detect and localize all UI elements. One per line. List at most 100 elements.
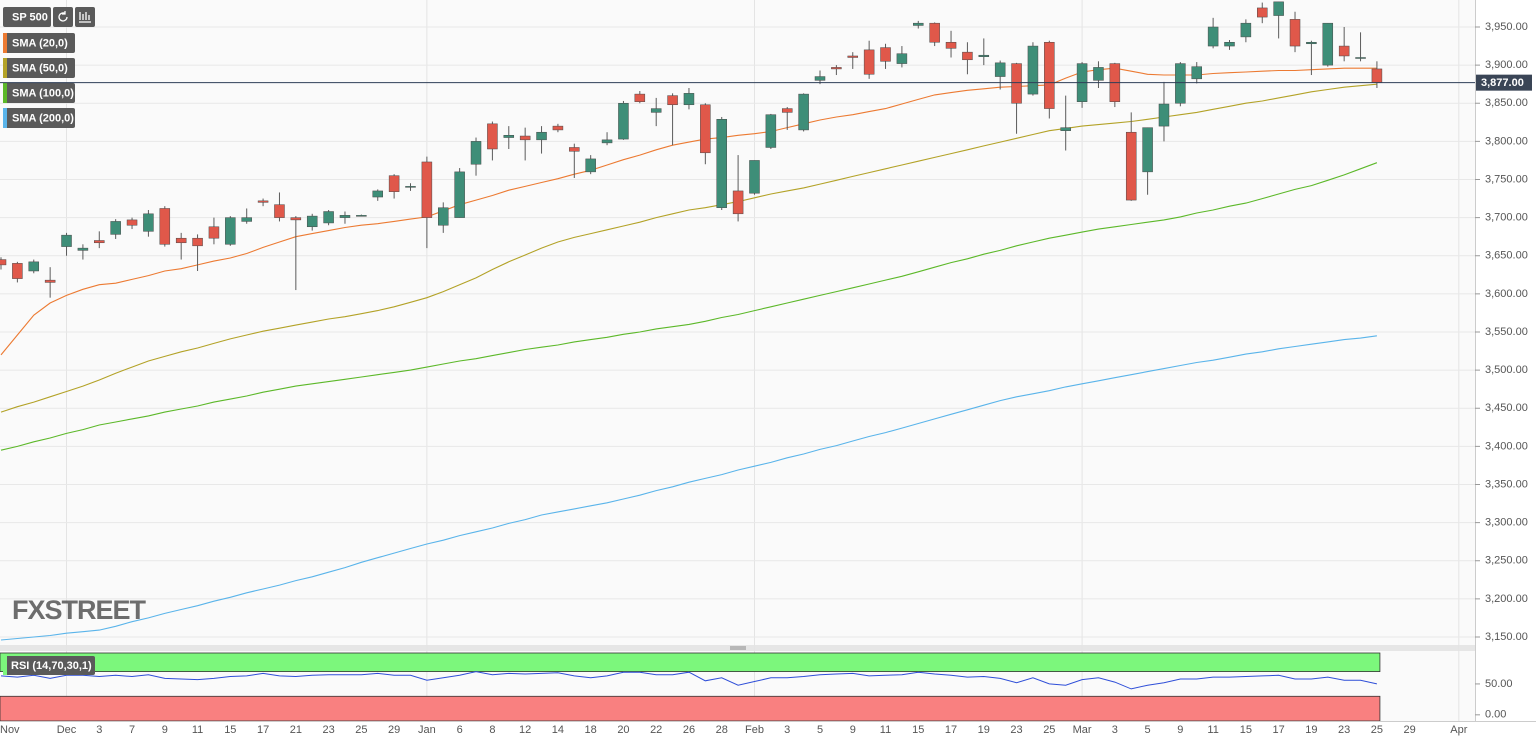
x-tick-label: 25 [1043,724,1055,736]
candle-body [143,213,154,232]
candle-body [781,108,793,113]
x-tick-label: 29 [388,724,400,736]
candle-body [1142,127,1153,173]
y-tick-label: 3,300.00 [1485,517,1528,529]
y-tick-label: 3,450.00 [1485,402,1528,414]
rsi-line [0,671,1378,690]
candle-body [110,221,121,235]
candle-body [503,135,515,138]
y-tick-label: 3,850.00 [1485,97,1528,109]
candle-body [290,217,302,221]
legend-box[interactable] [3,656,95,675]
candle-body [519,135,531,141]
symbol-box [3,7,51,27]
x-tick-label: 11 [880,724,891,736]
candle-body [880,47,891,62]
candle-body [978,54,990,57]
x-tick-label: 29 [1404,724,1416,736]
y-tick-label: 3,550.00 [1485,326,1528,338]
rsi-plot [0,652,1381,721]
candle-body [487,123,498,150]
legend-box[interactable] [3,83,75,103]
x-tick-label: 3 [784,724,790,736]
legend-box[interactable] [3,58,75,78]
indicator-button[interactable] [75,7,95,27]
x-tick-label: 3 [1112,724,1118,736]
candle-body [225,217,236,245]
y-tick-label: 3,700.00 [1485,212,1528,224]
candle-body [1158,103,1170,127]
candle-body [552,125,564,131]
legend-box[interactable] [3,108,75,128]
legend-label: SMA (50,0) [12,62,68,74]
sma-line [0,83,1377,413]
candle-body [323,211,334,224]
candle-body [716,119,727,208]
candle-body [28,261,40,272]
candle-body [470,141,482,165]
y-tick-label: 3,600.00 [1485,288,1528,300]
x-tick-label: 19 [1305,724,1317,736]
candle-body [700,104,711,154]
candle-body [847,55,859,58]
candle-body [1306,41,1317,45]
refresh-button[interactable] [53,7,73,27]
x-tick-label: 19 [978,724,990,736]
indicator-icon [79,12,91,23]
x-tick-label: 28 [716,724,728,736]
candle-body [683,93,695,106]
candle-body [994,62,1006,77]
candle-body [94,240,105,244]
current-price-label: 3,877.00 [1481,77,1524,89]
candle-body [1338,45,1350,57]
candle-body [945,41,957,49]
candle-body [274,204,285,218]
y-tick-label: 3,900.00 [1485,59,1528,71]
candle-body [44,279,56,283]
legend-swatch [3,33,7,53]
axes: Nov Dec 3 7 9 11 15 17 21 23 25 29 Jan 6 8 12 14 18 20 22 26… [0,21,1528,736]
candle-body [863,49,875,75]
legend-swatch [3,656,7,675]
candle-body [438,207,449,226]
sma-line [0,335,1377,641]
candle-body [405,186,416,188]
legend-swatch [3,58,7,78]
y-tick-label: 3,500.00 [1485,364,1528,376]
legend-swatch [3,108,7,128]
x-tick-label: 25 [355,724,367,736]
candle-body [126,219,138,226]
y-tick-label: 3,200.00 [1485,593,1528,605]
candle-body [749,160,760,194]
candle-body [257,200,269,203]
candle-body [667,95,678,106]
candle-body [175,237,187,244]
divider-grip [730,646,746,650]
candle-body [814,76,826,81]
oversold-zone [0,695,1381,721]
x-tick-label: 17 [257,724,269,736]
main-plot [0,1,1383,641]
candle-body [1257,7,1268,18]
main-panel [0,0,1475,645]
x-tick-label: 17 [945,724,957,736]
candle-body [1289,19,1301,47]
x-tick-label: Apr [1450,724,1467,736]
x-tick-label: 9 [162,724,168,736]
candle-body [831,67,842,70]
legend-box[interactable] [3,33,75,53]
candle-body [1027,45,1039,95]
y-tick-label: 3,250.00 [1485,555,1528,567]
x-tick-label: 21 [290,724,302,736]
x-tick-label: 23 [1010,724,1022,736]
x-tick-label: 3 [96,724,102,736]
x-tick-label: 20 [617,724,629,736]
candle-body [601,139,613,144]
legend-label: SMA (20,0) [12,37,68,49]
candle-body [1322,22,1334,66]
panel-divider[interactable] [0,645,1475,651]
x-tick-label: 18 [585,724,597,736]
candle-body [929,22,940,43]
candle-body [61,234,72,247]
